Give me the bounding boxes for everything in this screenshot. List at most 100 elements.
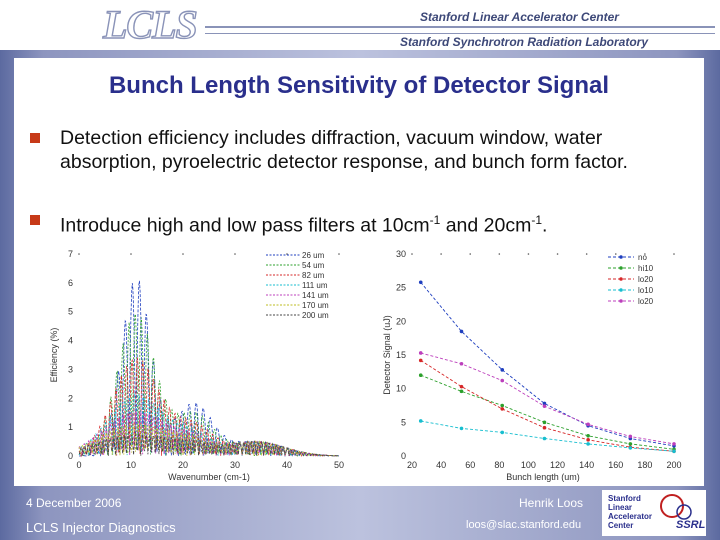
- legend-label: 141 um: [302, 291, 329, 300]
- data-point: [418, 351, 423, 355]
- y-axis-label: Efficiency (%): [49, 328, 59, 383]
- y-tick-label: 30: [396, 249, 406, 259]
- x-tick-label: 140: [579, 460, 594, 470]
- data-point: [672, 449, 676, 454]
- x-tick-label: 100: [521, 460, 536, 470]
- data-point: [459, 329, 464, 334]
- x-tick-dot: [585, 253, 588, 255]
- data-point: [459, 426, 464, 431]
- efficiency-chart: 0 10 20 30 40 50 0 1 2 3 4 5 6 7 Wavenumber (cm-1) Effi…: [49, 249, 344, 482]
- series-line-hi10: [420, 374, 675, 450]
- x-tick-label: 120: [550, 460, 565, 470]
- bullet-text-2: Introduce high and low pass filters at 1…: [60, 208, 547, 238]
- x-tick-dot: [527, 253, 530, 255]
- legend-label: hi10: [638, 264, 654, 273]
- footer-author: Henrik Loos: [519, 496, 584, 510]
- footer-course: LCLS Injector Diagnostics: [26, 520, 176, 535]
- x-tick-label: 0: [76, 460, 81, 470]
- x-tick-dot: [411, 253, 413, 255]
- bullet-marker-icon: [30, 133, 40, 143]
- data-point: [586, 438, 590, 442]
- series-line-lo20: [420, 352, 675, 445]
- footer-email: loos@slac.stanford.edu: [466, 519, 582, 531]
- data-point: [500, 368, 505, 372]
- bullet2-text-b: and 20cm: [440, 214, 532, 237]
- data-point: [418, 358, 423, 363]
- x-tick-dot: [234, 253, 236, 255]
- data-point: [542, 425, 547, 430]
- x-tick-label: 40: [436, 460, 446, 470]
- y-tick-label: 15: [396, 350, 406, 360]
- x-tick-dot: [614, 253, 617, 255]
- data-point: [500, 430, 505, 435]
- logo-text-3: Accelerator: [608, 512, 653, 521]
- x-tick-dot: [673, 253, 675, 255]
- x-tick-dot: [498, 253, 501, 255]
- slac-ssrl-logo: Stanford Linear Accelerator Center SSRL: [602, 490, 706, 536]
- legend-label: lo10: [638, 286, 654, 295]
- legend-marker: [619, 266, 623, 270]
- y-tick-label: 5: [401, 417, 406, 427]
- y-tick-label: 0: [401, 451, 406, 461]
- y-tick-label: 25: [396, 283, 406, 293]
- legend-label: 111 um: [302, 281, 328, 290]
- bullet2-text-a: Introduce high and low pass filters at 1…: [60, 214, 430, 237]
- y-tick-label: 0: [68, 451, 73, 461]
- slide-header: LCLS Stanford Linear Accelerator Center …: [0, 0, 720, 50]
- legend-label: 170 um: [302, 301, 329, 310]
- header-rule: [205, 26, 715, 28]
- x-tick-label: 50: [334, 460, 344, 470]
- y-tick-label: 6: [68, 278, 73, 288]
- data-point: [628, 434, 633, 439]
- series-line-lo10: [420, 420, 675, 452]
- y-tick-label: 2: [68, 393, 73, 403]
- data-point: [586, 422, 590, 427]
- x-tick-dot: [556, 253, 559, 255]
- data-point: [418, 280, 423, 285]
- slide-content: Bunch Length Sensitivity of Detector Sig…: [14, 58, 704, 486]
- data-point: [542, 420, 547, 425]
- x-tick-label: 30: [230, 460, 240, 470]
- bullet-marker-icon: [30, 215, 40, 225]
- legend-marker: [619, 277, 623, 281]
- legend-label: 54 um: [302, 261, 325, 270]
- bullet-item-1: Detection efficiency includes diffractio…: [30, 126, 690, 174]
- data-point: [418, 419, 423, 423]
- x-tick-label: 20: [178, 460, 188, 470]
- y-tick-label: 1: [68, 422, 73, 432]
- y-tick-label: 10: [396, 384, 406, 394]
- org-line-2: Stanford Synchrotron Radiation Laborator…: [400, 35, 649, 49]
- x-tick-dot: [469, 253, 472, 255]
- legend-label: 26 um: [302, 251, 325, 260]
- bullet2-text-c: .: [542, 214, 548, 237]
- x-tick-dot: [338, 253, 340, 255]
- legend-label: 200 um: [302, 311, 329, 320]
- x-tick-label: 40: [282, 460, 292, 470]
- y-axis-label: Detector Signal (uJ): [382, 315, 392, 395]
- ssrl-text: SSRL: [676, 519, 706, 531]
- data-point: [628, 446, 633, 450]
- x-axis-label: Wavenumber (cm-1): [168, 472, 250, 482]
- x-tick-label: 160: [608, 460, 623, 470]
- data-point: [542, 404, 547, 408]
- x-axis-label: Bunch length (um): [506, 472, 580, 482]
- x-tick-dot: [286, 253, 288, 255]
- bullet-item-2: Introduce high and low pass filters at 1…: [30, 208, 690, 238]
- series-line-200-um: [79, 433, 340, 457]
- x-tick-label: 20: [407, 460, 417, 470]
- header-rule-thin: [205, 33, 715, 34]
- y-tick-label: 4: [68, 336, 73, 346]
- bullet-text-1: Detection efficiency includes diffractio…: [60, 127, 628, 173]
- series-line-no: [420, 282, 675, 447]
- series-line-111-um: [78, 393, 340, 458]
- detector-signal-chart: 20 40 60 80 100 120 140 160 180 200 0 5 10 15 20 25 30 Bu…: [382, 249, 682, 482]
- ring-icon: [660, 494, 692, 520]
- y-tick-label: 7: [68, 249, 73, 259]
- data-point: [586, 434, 590, 438]
- x-tick-label: 80: [494, 460, 504, 470]
- legend-label: lo20: [638, 275, 654, 284]
- x-tick-label: 60: [465, 460, 475, 470]
- data-point: [672, 442, 676, 446]
- bullet2-superscript-2: -1: [531, 213, 543, 227]
- org-line-1: Stanford Linear Accelerator Center: [420, 10, 619, 24]
